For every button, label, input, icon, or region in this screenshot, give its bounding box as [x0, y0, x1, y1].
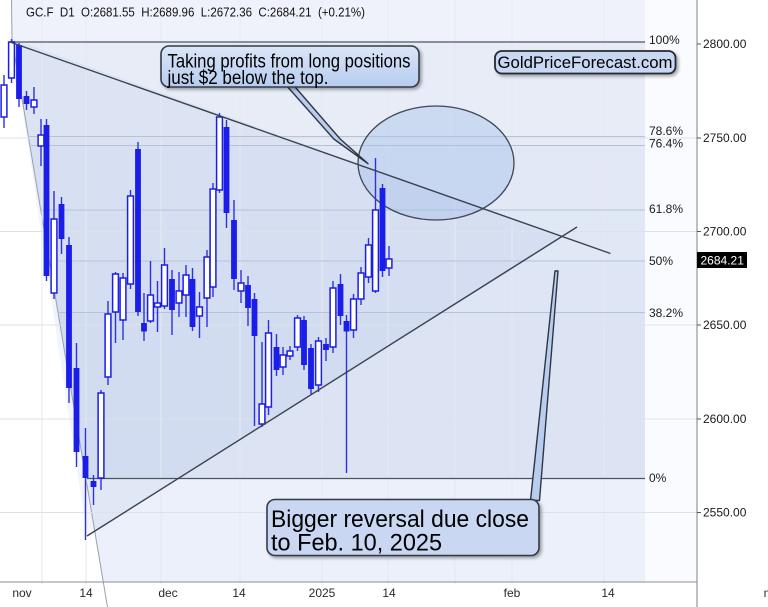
- svg-text:2550.00: 2550.00: [703, 506, 747, 520]
- svg-text:2700.00: 2700.00: [703, 225, 747, 239]
- svg-text:nov: nov: [12, 586, 31, 600]
- svg-text:just $2 below the top.: just $2 below the top.: [167, 68, 329, 89]
- svg-text:2800.00: 2800.00: [703, 37, 747, 51]
- svg-text:14: 14: [79, 586, 93, 600]
- svg-text:2750.00: 2750.00: [703, 131, 747, 145]
- svg-text:dec: dec: [158, 586, 177, 600]
- svg-text:2684.21: 2684.21: [701, 254, 745, 268]
- svg-text:78.6%: 78.6%: [649, 124, 683, 138]
- svg-text:Taking profits from long posit: Taking profits from long positions: [168, 52, 411, 73]
- svg-text:feb: feb: [504, 586, 521, 600]
- svg-text:100%: 100%: [649, 33, 680, 47]
- svg-text:to Feb. 10, 2025: to Feb. 10, 2025: [271, 530, 442, 557]
- svg-text:0%: 0%: [649, 471, 667, 485]
- svg-text:2025: 2025: [309, 586, 336, 600]
- svg-text:38.2%: 38.2%: [649, 306, 683, 320]
- svg-text:14: 14: [382, 586, 396, 600]
- svg-text:GC.F D1 O:2681.55 H:2689.96: GC.F D1 O:2681.55 H:2689.96 L:2672.36 C:…: [26, 5, 365, 20]
- svg-text:2600.00: 2600.00: [703, 412, 747, 426]
- svg-text:61.8%: 61.8%: [649, 202, 683, 216]
- svg-text:Bigger reversal due close: Bigger reversal due close: [271, 506, 529, 533]
- svg-text:76.4%: 76.4%: [649, 137, 683, 151]
- svg-text:14: 14: [601, 586, 615, 600]
- svg-text:14: 14: [232, 586, 246, 600]
- svg-text:2650.00: 2650.00: [703, 318, 747, 332]
- svg-text:mar: mar: [764, 586, 768, 600]
- svg-text:50%: 50%: [649, 254, 673, 268]
- svg-text:GoldPriceForecast.com: GoldPriceForecast.com: [498, 53, 673, 72]
